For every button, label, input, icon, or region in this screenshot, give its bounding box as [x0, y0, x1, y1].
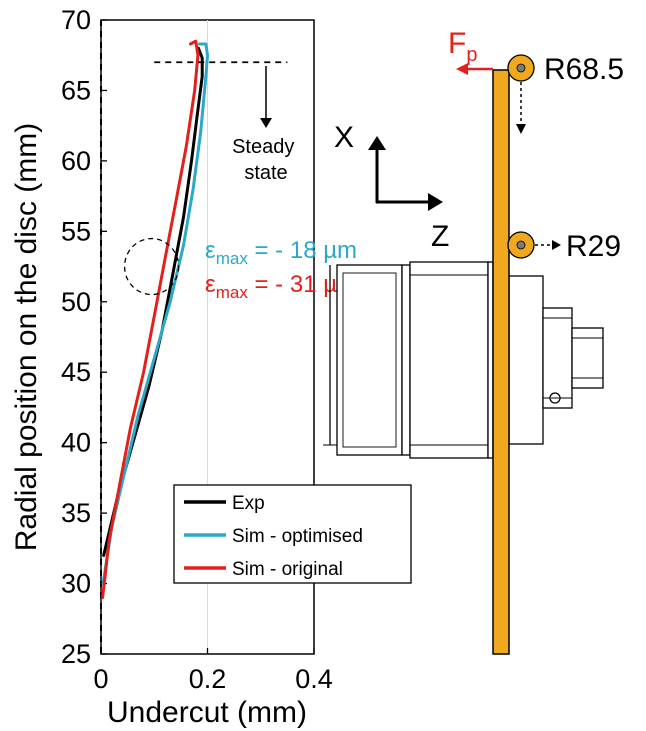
tailstock-head — [542, 307, 573, 409]
max-error-circle — [123, 237, 180, 296]
roller-inner-label: R29 — [566, 230, 621, 263]
y-axis-title: Radial position on the disc (mm) — [10, 123, 43, 552]
y-tick-label: 45 — [61, 357, 91, 387]
axis-z-arrowhead — [428, 193, 443, 211]
spindle-assembly — [323, 261, 604, 459]
axis-z-label: Z — [431, 220, 449, 253]
spindle-collar-inner — [342, 272, 397, 448]
y-tick-label: 70 — [61, 5, 91, 35]
axis-x-label: X — [334, 121, 354, 154]
y-tick-label: 55 — [61, 216, 91, 246]
legend-label-sim-original: Sim - original — [232, 559, 343, 580]
x-tick-label: 0.4 — [295, 664, 333, 694]
eps-optimised-label: εmax = - 18 µm — [205, 237, 357, 268]
y-tick-label: 25 — [61, 639, 91, 669]
roller-outer-center — [516, 63, 526, 73]
series-line-sim-optimised — [101, 42, 209, 586]
series-line-sim-original — [101, 39, 200, 600]
y-tick-label: 65 — [61, 75, 91, 105]
x-axis: 0 0.2 0.4 — [93, 648, 333, 694]
legend-label-exp: Exp — [232, 493, 265, 514]
chuck-body — [409, 261, 489, 459]
y-tick-label: 35 — [61, 498, 91, 528]
chart: 25 30 35 40 45 50 55 60 65 70 0 0.2 0.4 Steady stat… — [10, 5, 412, 729]
roller-inner-arrowhead — [552, 240, 561, 250]
series-layer — [101, 39, 209, 600]
tailstock-tip — [571, 327, 604, 389]
y-tick-label: 40 — [61, 428, 91, 458]
force-label: Fp — [448, 27, 477, 66]
roller-inner-center — [516, 240, 526, 250]
force-arrowhead — [456, 63, 468, 75]
tailstock-body — [508, 275, 544, 445]
spindle-ring — [401, 264, 411, 456]
steady-state-arrowhead — [260, 118, 272, 128]
y-tick-label: 50 — [61, 287, 91, 317]
spinning-diagram: Fp R68.5 R29 X Z — [323, 27, 624, 655]
spindle-collar-left — [336, 264, 403, 456]
roller-outer-arrowhead — [516, 124, 526, 134]
y-tick-label: 30 — [61, 569, 91, 599]
y-tick-label: 60 — [61, 146, 91, 176]
y-axis: 25 30 35 40 45 50 55 60 65 70 — [61, 5, 107, 669]
steady-state-label: Steady state — [232, 136, 300, 184]
x-tick-label: 0 — [93, 664, 108, 694]
legend-label-sim-optimised: Sim - optimised — [232, 526, 363, 547]
disc — [492, 69, 510, 655]
axis-x-arrowhead — [368, 136, 386, 150]
x-tick-label: 0.2 — [189, 664, 227, 694]
x-axis-title: Undercut (mm) — [107, 696, 307, 729]
roller-outer-label: R68.5 — [544, 53, 624, 86]
legend: Exp Sim - optimised Sim - original — [173, 484, 412, 584]
